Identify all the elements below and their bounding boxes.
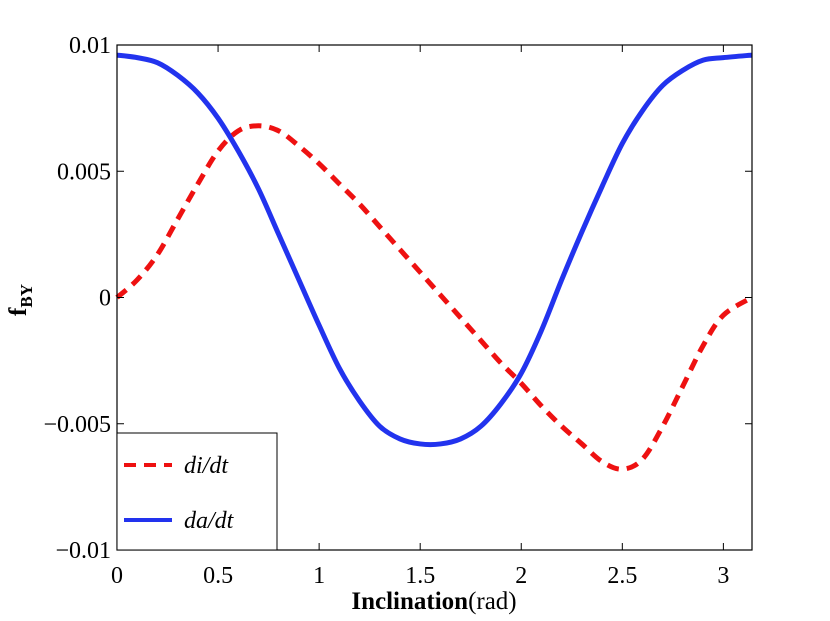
y-tick-labels: −0.01 −0.005 0 0.005 0.01 [43, 33, 111, 564]
y-axis-label-main: f [5, 307, 32, 316]
legend: di/dt da/dt [116, 432, 278, 551]
x-tick-label: 0 [111, 563, 123, 589]
legend-label-di-dt: di/dt [184, 453, 229, 479]
y-tick-label: −0.01 [55, 538, 111, 564]
x-tick-label: 1 [313, 563, 325, 589]
series-line-da-dt [116, 52, 753, 448]
x-tick-label: 1.5 [405, 563, 435, 589]
y-tick-label: 0.01 [69, 33, 111, 59]
axis-ticks [116, 44, 752, 551]
y-tick-label: 0 [99, 286, 111, 312]
legend-box [116, 432, 278, 551]
chart-plot-area [115, 52, 754, 472]
y-axis-label: fBY [5, 284, 36, 316]
y-tick-label: −0.005 [43, 412, 111, 438]
x-axis-label-unit: (rad) [468, 588, 517, 615]
x-tick-labels: 0 0.5 1 1.5 2 2.5 3 [111, 563, 729, 589]
y-tick-label: 0.005 [57, 159, 111, 185]
x-axis-label-main: Inclination [351, 588, 468, 615]
y-axis-label-sub: BY [17, 284, 36, 308]
x-tick-label: 3 [717, 563, 729, 589]
x-axis-label: Inclination(rad) [351, 588, 516, 615]
x-tick-label: 2.5 [607, 563, 637, 589]
x-tick-label: 2 [515, 563, 527, 589]
x-tick-label: 0.5 [203, 563, 233, 589]
series-line-di-dt [115, 123, 754, 472]
legend-label-da-dt: da/dt [184, 508, 235, 534]
